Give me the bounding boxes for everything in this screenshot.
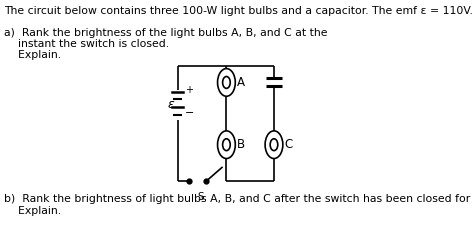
Text: a)  Rank the brightness of the light bulbs A, B, and C at the: a) Rank the brightness of the light bulb… [4,28,328,38]
Text: ε: ε [167,98,174,111]
Text: Explain.: Explain. [4,50,61,60]
Text: A: A [237,76,245,89]
Text: S: S [198,192,204,202]
Text: instant the switch is closed.: instant the switch is closed. [4,39,169,49]
Text: Explain.: Explain. [4,206,61,216]
Text: C: C [285,138,293,151]
Text: −: − [184,108,194,118]
Text: +: + [184,85,192,95]
Text: The circuit below contains three 100-W light bulbs and a capacitor. The emf ε = : The circuit below contains three 100-W l… [4,6,473,16]
Text: B: B [237,138,246,151]
Text: b)  Rank the brightness of light bulbs A, B, and C after the switch has been clo: b) Rank the brightness of light bulbs A,… [4,194,474,204]
